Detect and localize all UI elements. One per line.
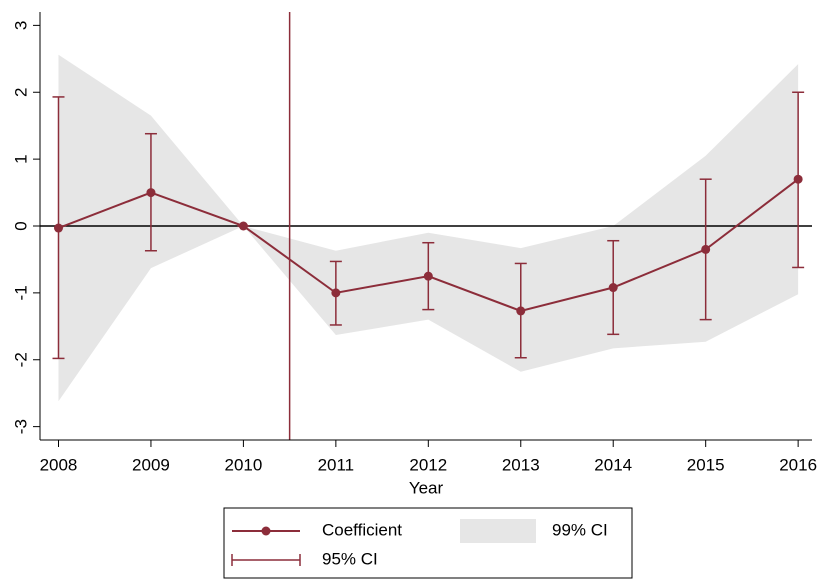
legend-swatch (460, 519, 536, 543)
x-tick-label: 2014 (594, 455, 632, 474)
y-tick-label: -2 (11, 352, 30, 367)
coefficient-point (701, 244, 711, 254)
coefficient-point (608, 283, 618, 293)
coefficient-point (238, 221, 248, 231)
y-tick-label: 0 (11, 221, 30, 230)
y-tick-label: 1 (11, 154, 30, 163)
y-tick-label: 3 (11, 21, 30, 30)
coefficient-point (516, 306, 526, 316)
y-tick-label: 2 (11, 88, 30, 97)
coefficient-point (423, 271, 433, 281)
coefficient-point (331, 288, 341, 298)
y-tick-label: -1 (11, 285, 30, 300)
x-tick-label: 2013 (502, 455, 540, 474)
x-tick-label: 2012 (409, 455, 447, 474)
x-tick-label: 2008 (40, 455, 78, 474)
ci-band (58, 54, 799, 402)
x-tick-label: 2009 (132, 455, 170, 474)
coefficient-point (146, 188, 156, 198)
legend-box (223, 507, 633, 579)
x-tick-label: 2011 (318, 455, 355, 474)
x-tick-label: 2015 (687, 455, 725, 474)
legend-marker (261, 526, 271, 536)
legend-label: 95% CI (322, 549, 378, 568)
coefficient-point (53, 223, 63, 233)
x-axis-title: Year (409, 478, 444, 497)
x-tick-label: 2010 (224, 455, 262, 474)
legend-label: Coefficient (322, 520, 402, 539)
coefficient-point (793, 174, 803, 184)
legend-label: 99% CI (552, 520, 608, 539)
y-tick-label: -3 (11, 419, 30, 434)
x-tick-label: 2016 (779, 455, 817, 474)
